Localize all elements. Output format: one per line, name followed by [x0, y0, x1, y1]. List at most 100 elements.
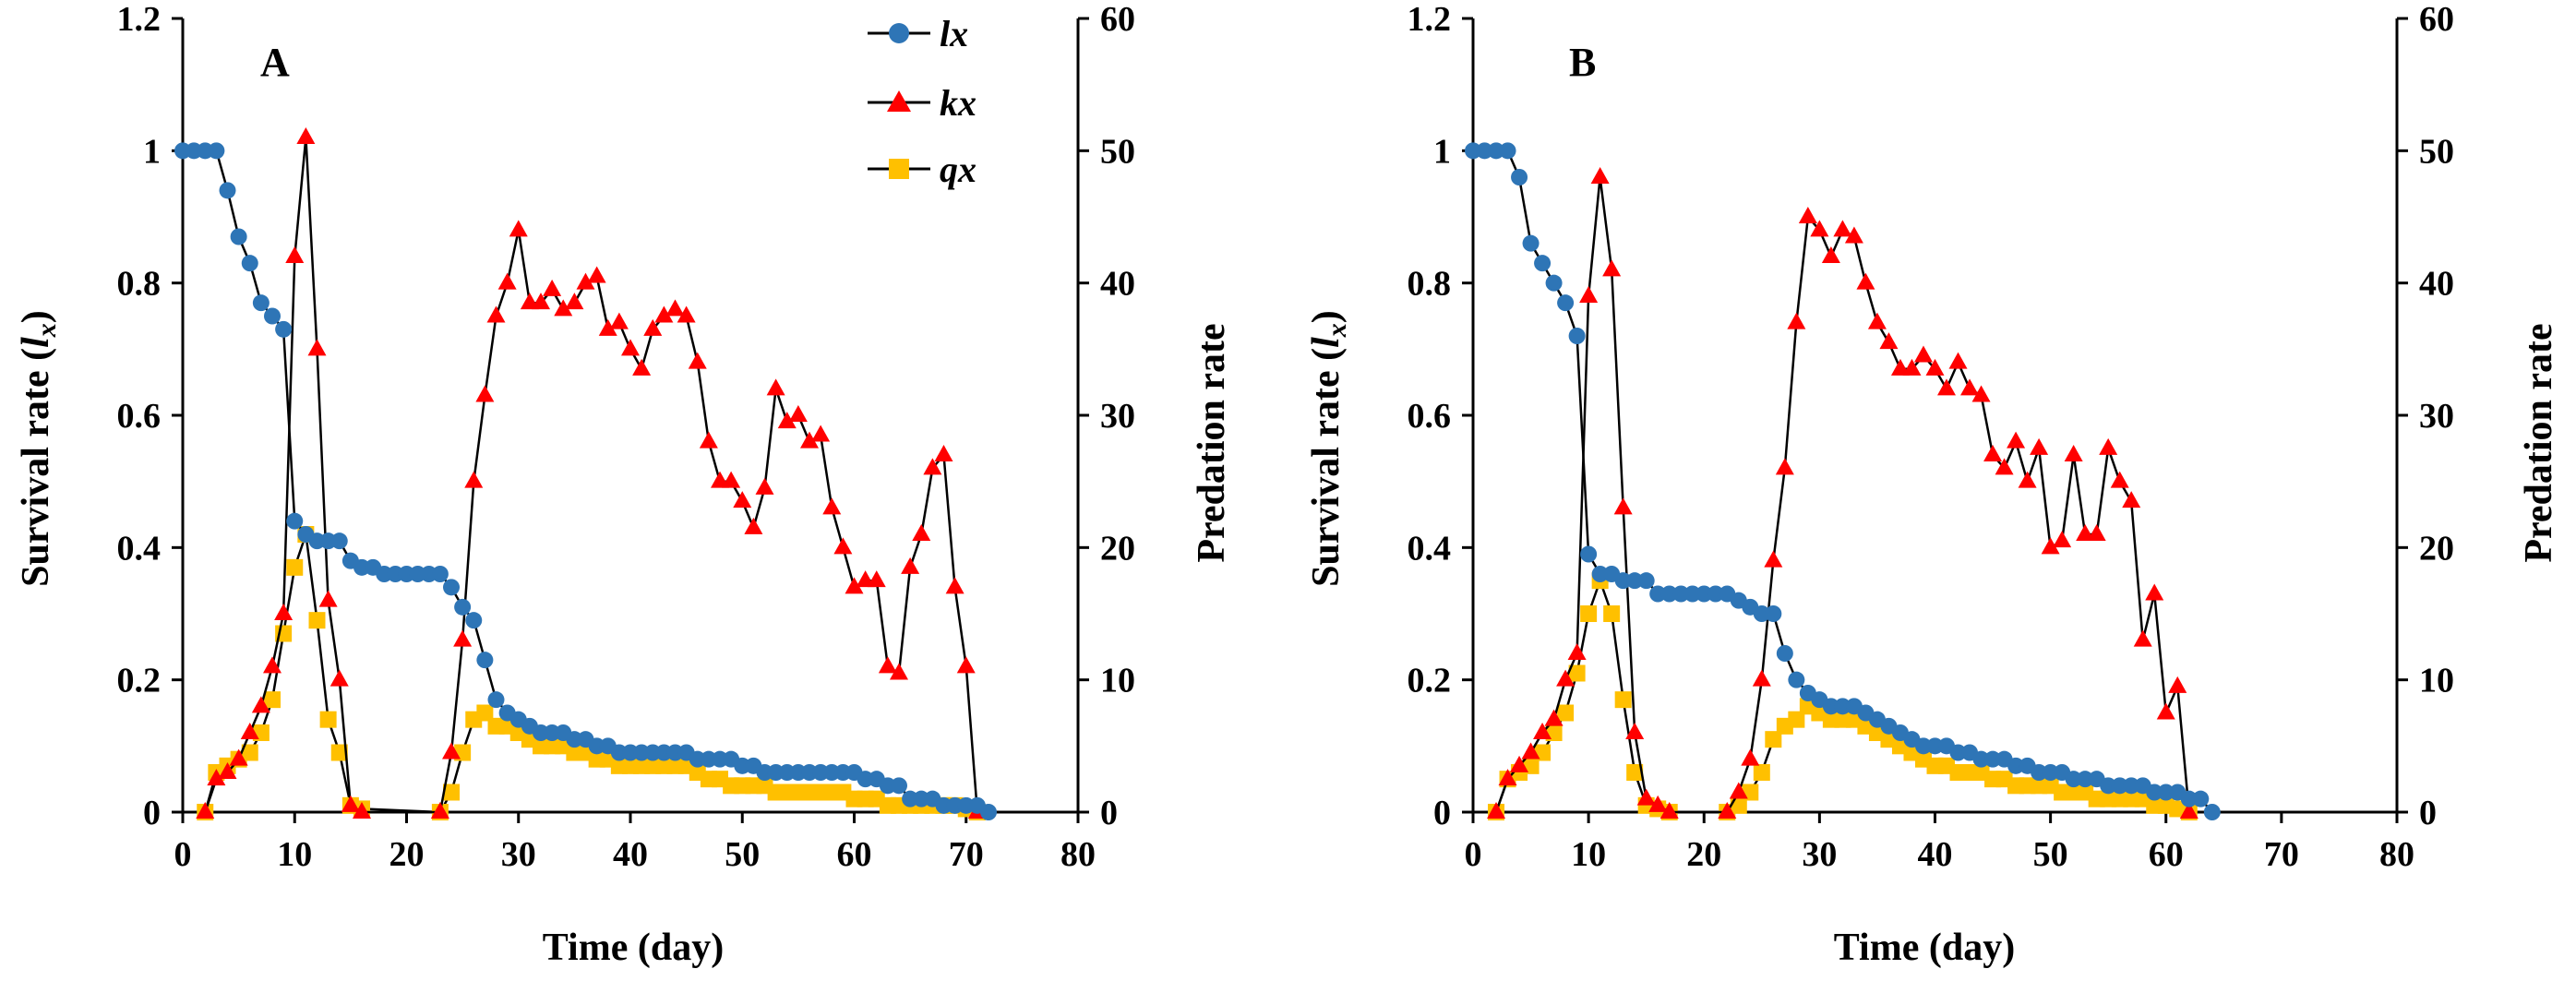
panel-a-y-left-title-end: )	[15, 310, 57, 323]
panel-a-y-left-tick-label: 0.8	[117, 265, 162, 304]
panel-b-point-kx	[2099, 437, 2118, 455]
panel-a-point-kx	[263, 656, 282, 674]
panel-b-y-left-tick-label: 0.4	[1408, 529, 1452, 568]
panel-a-point-kx	[251, 696, 270, 713]
panel-b-point-kx	[1648, 795, 1668, 812]
panel-a-x-tick-label: 30	[501, 835, 536, 874]
panel-b-point-qx	[1753, 764, 1770, 781]
panel-b-point-kx	[1937, 378, 1957, 396]
panel-b-point-lx	[1660, 585, 1678, 603]
panel-b-x-tick-label: 50	[2033, 835, 2068, 874]
panel-a-point-kx	[755, 477, 774, 495]
panel-b-point-kx	[1718, 802, 1737, 819]
panel-a-point-lx	[252, 294, 270, 312]
panel-a-point-kx	[430, 802, 449, 819]
panel-a-y-left-title-sym: l	[15, 337, 57, 348]
panel-b-y-right-tick-label: 20	[2419, 529, 2454, 568]
panel-b-point-lx	[1672, 585, 1690, 603]
panel-a-point-qx	[443, 784, 460, 801]
legend-marker-lx	[889, 23, 909, 43]
panel-b-point-kx	[1890, 358, 1910, 376]
panel-b-point-kx	[1833, 220, 1852, 237]
panel-a-point-kx	[800, 431, 819, 449]
legend-item-lx: lx	[868, 13, 968, 54]
panel-a-point-kx	[240, 723, 259, 739]
panel-b-point-lx	[1591, 566, 1609, 582]
panel-a-point-kx	[218, 762, 237, 779]
panel-a-x-tick-label: 10	[277, 835, 312, 874]
panel-a-point-lx	[487, 691, 505, 709]
panel-a-y-right-tick-label: 60	[1100, 0, 1135, 39]
panel-a-y-left-tick-label: 1	[143, 132, 161, 171]
panel-a-point-kx	[353, 802, 371, 819]
panel-a-point-kx	[845, 577, 864, 594]
panel-a-point-kx	[274, 604, 294, 620]
panel-a-point-qx	[308, 612, 326, 629]
panel-b-point-kx	[1867, 312, 1887, 329]
panel-a-point-kx	[196, 802, 215, 819]
panel-b-point-lx	[2203, 804, 2221, 820]
panel-a-point-lx	[275, 320, 293, 338]
panel-b-point-lx	[1626, 572, 1644, 590]
panel-b-point-qx	[1788, 711, 1805, 728]
panel-a-point-lx	[454, 598, 472, 616]
panel-b-point-kx	[2122, 491, 2141, 508]
panel-a-x-tick-label: 60	[837, 835, 872, 874]
panel-b-point-lx	[1707, 585, 1724, 603]
panel-a-point-kx	[822, 497, 842, 515]
panel-b-point-kx	[1613, 497, 1633, 515]
panel-a-y-right-title: Predation rate	[1191, 323, 1233, 562]
panel-a-point-lx	[431, 566, 449, 582]
panel-b-point-qx	[1580, 605, 1598, 622]
panel-b-y-left-tick-label: 1.2	[1408, 0, 1452, 39]
panel-b-point-lx	[1984, 750, 2002, 768]
panel-a-x-tick-label: 40	[613, 835, 648, 874]
panel-b-point-lx	[2042, 764, 2059, 781]
panel-b-point-kx	[1948, 352, 1968, 369]
panel-a-y-left-tick-label: 0.6	[117, 397, 162, 436]
panel-b-point-kx	[1821, 246, 1840, 263]
panel-b-point-lx	[1776, 645, 1793, 662]
panel-b-point-qx	[1614, 691, 1632, 709]
panel-b-point-kx	[1995, 458, 2014, 475]
panel-a-point-lx	[476, 652, 494, 669]
panel-a-point-kx	[307, 339, 327, 356]
panel-a-point-qx	[319, 711, 337, 728]
panel-a-y-right-tick-label: 10	[1100, 662, 1135, 700]
panel-b-y-left-title-main: Survival rate (	[1305, 348, 1348, 587]
panel-b-point-kx	[1752, 669, 1771, 687]
panel-a-point-kx	[442, 742, 461, 760]
panel-b-y-right-tick-label: 40	[2419, 265, 2454, 304]
panel-a-point-lx	[286, 512, 304, 530]
panel-b-point-kx	[1498, 769, 1517, 786]
panel-b-point-lx	[1534, 255, 1552, 272]
panel-b-point-lx	[1765, 605, 1782, 622]
panel-a-point-kx	[341, 795, 360, 812]
panel-a-point-kx	[576, 272, 595, 290]
legend-label-kx: kx	[940, 82, 976, 124]
panel-b-point-lx	[2123, 777, 2140, 795]
panel-b: 0 10 20 30 40 50 60 70 8000.20.40.60.811.2010203…	[1305, 0, 2560, 969]
panel-b-point-lx	[2065, 771, 2082, 788]
panel-b-point-lx	[1753, 605, 1770, 622]
panel-b-point-lx	[2180, 790, 2198, 808]
panel-b-point-lx	[1914, 737, 1932, 755]
panel-b-point-lx	[1557, 294, 1575, 312]
panel-a-point-lx	[241, 255, 258, 272]
panel-a-point-lx	[980, 804, 997, 820]
panel-b-x-tick-label: 20	[1686, 835, 1721, 874]
panel-b-y-right-tick-label: 10	[2419, 662, 2454, 700]
panel-a-y-left-tick-label: 1.2	[117, 0, 162, 39]
panel-b-point-kx	[1729, 782, 1748, 799]
panel-a-point-qx	[241, 744, 258, 761]
panel-b-point-kx	[1579, 286, 1599, 303]
panel-b-point-kx	[1971, 385, 1991, 402]
panel-b-point-kx	[1902, 358, 1922, 376]
panel-b-point-lx	[2157, 784, 2175, 801]
panel-b-point-lx	[1465, 142, 1481, 160]
panel-a-point-kx	[632, 358, 652, 376]
panel-a-y-right-tick-label: 0	[1100, 794, 1118, 832]
panel-b-point-kx	[1856, 272, 1875, 290]
panel-a-point-kx	[788, 405, 808, 422]
panel-b-y-right-tick-label: 0	[2419, 794, 2437, 832]
